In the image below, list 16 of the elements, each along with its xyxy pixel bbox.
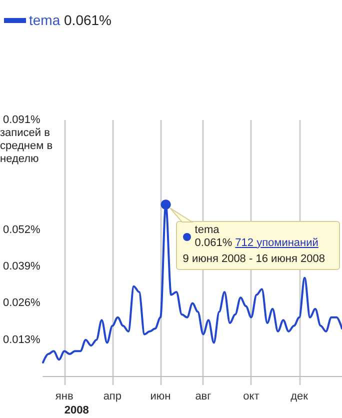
text: 2008 (64, 404, 89, 416)
legend-label: tema (29, 12, 60, 28)
annotation: tema 0.061% 712 упоминаний 9 июня 2008 - 16 июня 2008 (182, 224, 326, 266)
x-tick-label: янв (55, 390, 74, 402)
x-tick-label: окт (243, 390, 260, 402)
y-tick-label: 0.091% (3, 114, 41, 126)
y-tick-label: 0.013% (3, 334, 41, 346)
y-tick-label: 0.039% (3, 260, 41, 273)
y-tick-label: 0.052% (3, 224, 41, 236)
x-tick-label: июн (150, 390, 171, 402)
y-tick-label: 0.026% (3, 297, 41, 310)
x-tick-label: апр (103, 390, 122, 402)
x-tick-label: авг (195, 390, 212, 402)
x-tick-label: дек (290, 390, 308, 402)
text: 0.061% (63, 12, 112, 28)
y-axis-title: записей в среднем в неделю (0, 127, 54, 166)
